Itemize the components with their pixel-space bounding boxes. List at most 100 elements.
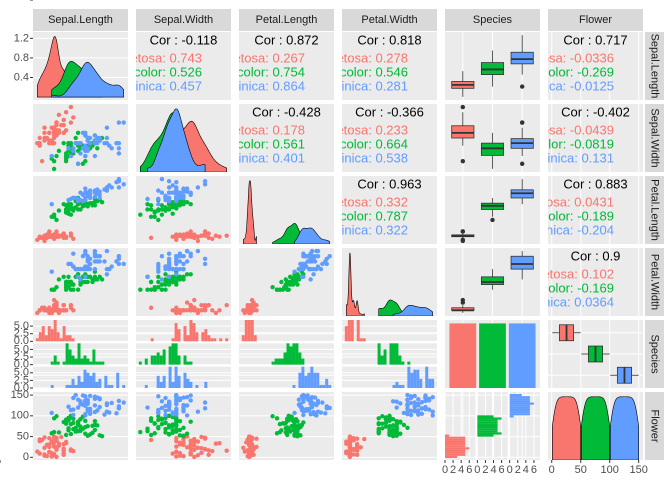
point (156, 417, 161, 423)
point (195, 409, 201, 414)
point (274, 416, 280, 421)
group-correlation: setosa: 0.178 (227, 122, 305, 137)
histogram-bar (477, 428, 498, 431)
histogram-bar (186, 378, 190, 388)
point (56, 441, 62, 446)
point (184, 308, 190, 313)
point (75, 198, 81, 204)
row-label: Petal.Length (649, 179, 661, 241)
point (301, 420, 306, 425)
group-correlation: virginica: 0.131 (527, 150, 614, 165)
bar (479, 323, 506, 388)
correlation: Cor : 0.717 (563, 32, 627, 47)
histogram-bar (47, 326, 51, 342)
histogram-bar (445, 449, 466, 452)
histogram-bar (410, 372, 414, 388)
point (156, 407, 161, 413)
point (315, 409, 321, 414)
histogram-bar (344, 326, 348, 342)
histogram-bar (159, 381, 163, 388)
point (97, 192, 102, 198)
panel (548, 392, 643, 460)
point (188, 393, 193, 398)
histogram-bar (177, 329, 181, 342)
point (61, 117, 66, 123)
point (95, 408, 100, 413)
point (401, 422, 407, 428)
point (430, 413, 435, 418)
density-area (272, 223, 304, 244)
point (92, 427, 98, 433)
point (177, 266, 183, 272)
group-correlation: virginica: -0.0125 (515, 78, 614, 93)
point (202, 400, 208, 405)
histogram-bar (95, 381, 99, 388)
point (202, 232, 208, 237)
point (37, 140, 42, 146)
point (202, 435, 208, 441)
strip (645, 104, 664, 172)
point (286, 413, 291, 419)
point (152, 421, 157, 426)
point (47, 449, 52, 455)
point (202, 229, 208, 234)
point (195, 310, 201, 316)
group-correlation: setosa: 0.0431 (529, 194, 614, 209)
point (97, 195, 102, 201)
point (292, 269, 297, 274)
point (358, 445, 363, 450)
point (104, 266, 110, 272)
point (287, 274, 293, 280)
point (296, 266, 302, 272)
histogram-bar (50, 384, 54, 388)
point (324, 256, 329, 262)
strip (645, 176, 664, 244)
point (174, 185, 179, 190)
point (306, 266, 312, 272)
point (344, 449, 349, 454)
point (174, 282, 179, 287)
group-correlation: versicolor: -0.269 (514, 64, 614, 79)
histogram-bar (183, 355, 187, 365)
histogram-bar (445, 440, 466, 444)
point (177, 190, 183, 195)
histogram-bar (477, 421, 498, 424)
point (199, 308, 204, 313)
point (308, 256, 313, 262)
panel-background (548, 176, 643, 244)
point (293, 277, 299, 282)
histogram-bar (156, 352, 160, 365)
density-area (580, 396, 611, 460)
point (42, 445, 47, 450)
point (47, 305, 52, 310)
histogram-bar (177, 355, 181, 365)
histogram-bar (138, 361, 142, 365)
histogram-bar (347, 320, 351, 342)
point (181, 402, 186, 408)
point (71, 412, 76, 418)
point (210, 448, 215, 454)
histogram-bar (416, 369, 420, 388)
column-label: Sepal.Length (48, 14, 113, 26)
point (188, 192, 193, 198)
point (301, 392, 306, 398)
histogram-bar (65, 384, 69, 388)
point (383, 420, 389, 426)
point (148, 432, 154, 438)
histogram-bar (71, 378, 75, 388)
y-tick-label: 2.5 (14, 374, 29, 386)
histogram-bar (274, 358, 278, 365)
point (305, 259, 310, 264)
point (390, 427, 396, 433)
histogram-bar (244, 320, 248, 342)
point (401, 410, 407, 416)
density-area (609, 396, 639, 460)
point (68, 305, 74, 310)
point (156, 207, 161, 212)
histogram-bar (313, 372, 317, 388)
point (80, 192, 86, 198)
histogram-bar (301, 358, 305, 365)
group-correlation: virginica: 0.322 (321, 222, 408, 237)
point (159, 176, 165, 182)
